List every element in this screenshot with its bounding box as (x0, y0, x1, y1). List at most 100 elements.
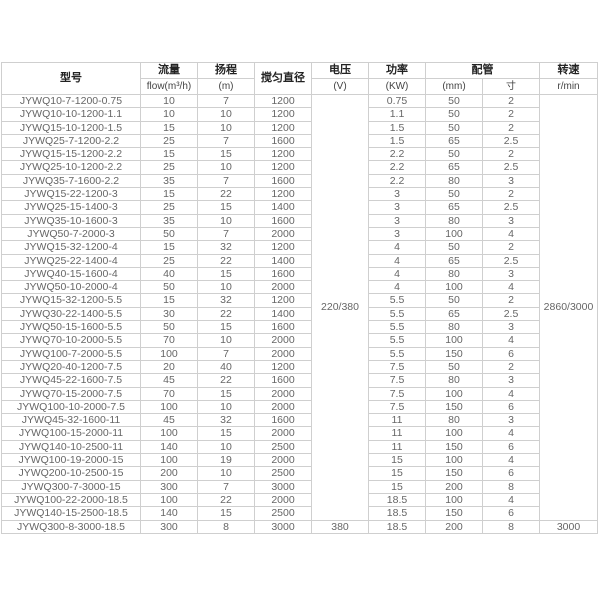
header-head: 扬程 (197, 62, 255, 79)
cell-pipe-mm: 80 (425, 173, 483, 189)
cell-pipe-inch: 3 (482, 320, 540, 335)
table-row: JYWQ100-19-2000-15 100 19 2000 15 100 4 (1, 453, 598, 468)
table-row: JYWQ50-7-2000-3 50 7 2000 3 100 4 (1, 226, 598, 242)
cell-model: JYWQ100-19-2000-15 (1, 453, 141, 468)
cell-model: JYWQ45-22-1600-7.5 (1, 373, 141, 388)
cell-power: 3 (368, 226, 426, 242)
cell-flow: 200 (140, 466, 198, 481)
cell-pipe-mm: 150 (425, 466, 483, 481)
cell-model: JYWQ50-7-2000-3 (1, 226, 141, 242)
cell-caliber: 2000 (254, 333, 312, 348)
cell-pipe-mm: 65 (425, 160, 483, 175)
cell-pipe-mm: 100 (425, 426, 483, 441)
cell-flow: 140 (140, 439, 198, 455)
cell-power: 5.5 (368, 293, 426, 308)
cell-pipe-mm: 100 (425, 226, 483, 242)
cell-power: 4 (368, 280, 426, 295)
cell-pipe-mm: 50 (425, 187, 483, 202)
table-row: JYWQ25-10-1200-2.2 25 10 1200 2.2 65 2.5 (1, 160, 598, 175)
cell-model: JYWQ35-10-1600-3 (1, 213, 141, 228)
cell-model: JYWQ300-7-3000-15 (1, 479, 141, 494)
cell-model: JYWQ25-10-1200-2.2 (1, 160, 141, 175)
header-caliber: 搅匀直径 (254, 62, 312, 95)
cell-head: 10 (197, 213, 255, 228)
cell-flow: 20 (140, 359, 198, 375)
cell-flow: 45 (140, 373, 198, 388)
table-row: JYWQ25-15-1400-3 25 15 1400 3 65 2.5 (1, 200, 598, 215)
cell-caliber: 2000 (254, 453, 312, 468)
cell-flow: 100 (140, 453, 198, 468)
cell-caliber: 1600 (254, 213, 312, 228)
table-row: JYWQ140-15-2500-18.5 140 15 2500 18.5 150 6 (1, 506, 598, 521)
table-row: JYWQ35-7-1600-2.2 35 7 1600 2.2 80 3 (1, 173, 598, 189)
cell-head: 7 (197, 93, 255, 109)
cell-caliber: 1200 (254, 293, 312, 308)
cell-pipe-mm: 80 (425, 266, 483, 282)
cell-head: 15 (197, 266, 255, 282)
header-flow-unit: flow(m³/h) (140, 78, 198, 95)
cell-model: JYWQ15-15-1200-2.2 (1, 147, 141, 162)
cell-model: JYWQ10-7-1200-0.75 (1, 93, 141, 109)
cell-pipe-mm: 100 (425, 333, 483, 348)
table-row: JYWQ25-22-1400-4 25 22 1400 4 65 2.5 (1, 253, 598, 268)
cell-flow: 70 (140, 386, 198, 401)
cell-pipe-mm: 65 (425, 253, 483, 268)
cell-flow: 50 (140, 320, 198, 335)
cell-head: 15 (197, 200, 255, 215)
cell-caliber: 1200 (254, 120, 312, 135)
table-row: JYWQ40-15-1600-4 40 15 1600 4 80 3 (1, 266, 598, 282)
cell-pipe-inch: 4 (482, 333, 540, 348)
cell-flow: 50 (140, 226, 198, 242)
cell-head: 10 (197, 107, 255, 122)
cell-power: 0.75 (368, 93, 426, 109)
cell-pipe-mm: 100 (425, 453, 483, 468)
cell-pipe-inch: 6 (482, 439, 540, 455)
cell-power: 15 (368, 479, 426, 494)
cell-pipe-inch: 2 (482, 93, 540, 109)
cell-power: 18.5 (368, 492, 426, 508)
cell-pipe-inch: 6 (482, 506, 540, 521)
table-row: JYWQ10-7-1200-0.75 10 7 1200 220/380 0.75 50 2 2… (1, 93, 598, 521)
cell-head: 15 (197, 320, 255, 335)
cell-pipe-mm: 80 (425, 213, 483, 228)
cell-power: 5.5 (368, 333, 426, 348)
cell-flow: 35 (140, 173, 198, 189)
cell-pipe-mm: 50 (425, 93, 483, 109)
cell-pipe-mm: 200 (425, 519, 483, 534)
cell-pipe-mm: 50 (425, 120, 483, 135)
cell-flow: 10 (140, 107, 198, 122)
cell-flow: 100 (140, 346, 198, 361)
cell-caliber: 1200 (254, 359, 312, 375)
header-pipe-inch: 寸 (482, 78, 540, 95)
cell-pipe-inch: 3 (482, 173, 540, 189)
cell-pipe-inch: 4 (482, 386, 540, 401)
cell-pipe-inch: 2 (482, 107, 540, 122)
cell-head: 7 (197, 173, 255, 189)
cell-caliber: 1200 (254, 187, 312, 202)
cell-power: 2.2 (368, 160, 426, 175)
table-row: JYWQ25-7-1200-2.2 25 7 1600 1.5 65 2.5 (1, 133, 598, 149)
cell-pipe-inch: 3 (482, 266, 540, 282)
cell-head: 15 (197, 426, 255, 441)
cell-head: 22 (197, 306, 255, 322)
cell-flow: 100 (140, 492, 198, 508)
cell-power: 15 (368, 466, 426, 481)
cell-pipe-inch: 3 (482, 413, 540, 428)
cell-pipe-mm: 50 (425, 147, 483, 162)
table-row: JYWQ20-40-1200-7.5 20 40 1200 7.5 50 2 (1, 359, 598, 375)
cell-caliber: 2500 (254, 439, 312, 455)
table-row: JYWQ45-32-1600-11 45 32 1600 11 80 3 (1, 413, 598, 428)
cell-model: JYWQ100-15-2000-11 (1, 426, 141, 441)
cell-pipe-mm: 65 (425, 306, 483, 322)
cell-pipe-inch: 4 (482, 226, 540, 242)
cell-head: 32 (197, 240, 255, 255)
table-row: JYWQ15-32-1200-4 15 32 1200 4 50 2 (1, 240, 598, 255)
table-row: JYWQ30-22-1400-5.5 30 22 1400 5.5 65 2.5 (1, 306, 598, 322)
cell-caliber: 1200 (254, 107, 312, 122)
cell-head: 7 (197, 346, 255, 361)
cell-head: 10 (197, 466, 255, 481)
table-row: JYWQ15-15-1200-2.2 15 15 1200 2.2 50 2 (1, 147, 598, 162)
cell-head: 19 (197, 453, 255, 468)
cell-power: 18.5 (368, 506, 426, 521)
table-row: JYWQ100-15-2000-11 100 15 2000 11 100 4 (1, 426, 598, 441)
